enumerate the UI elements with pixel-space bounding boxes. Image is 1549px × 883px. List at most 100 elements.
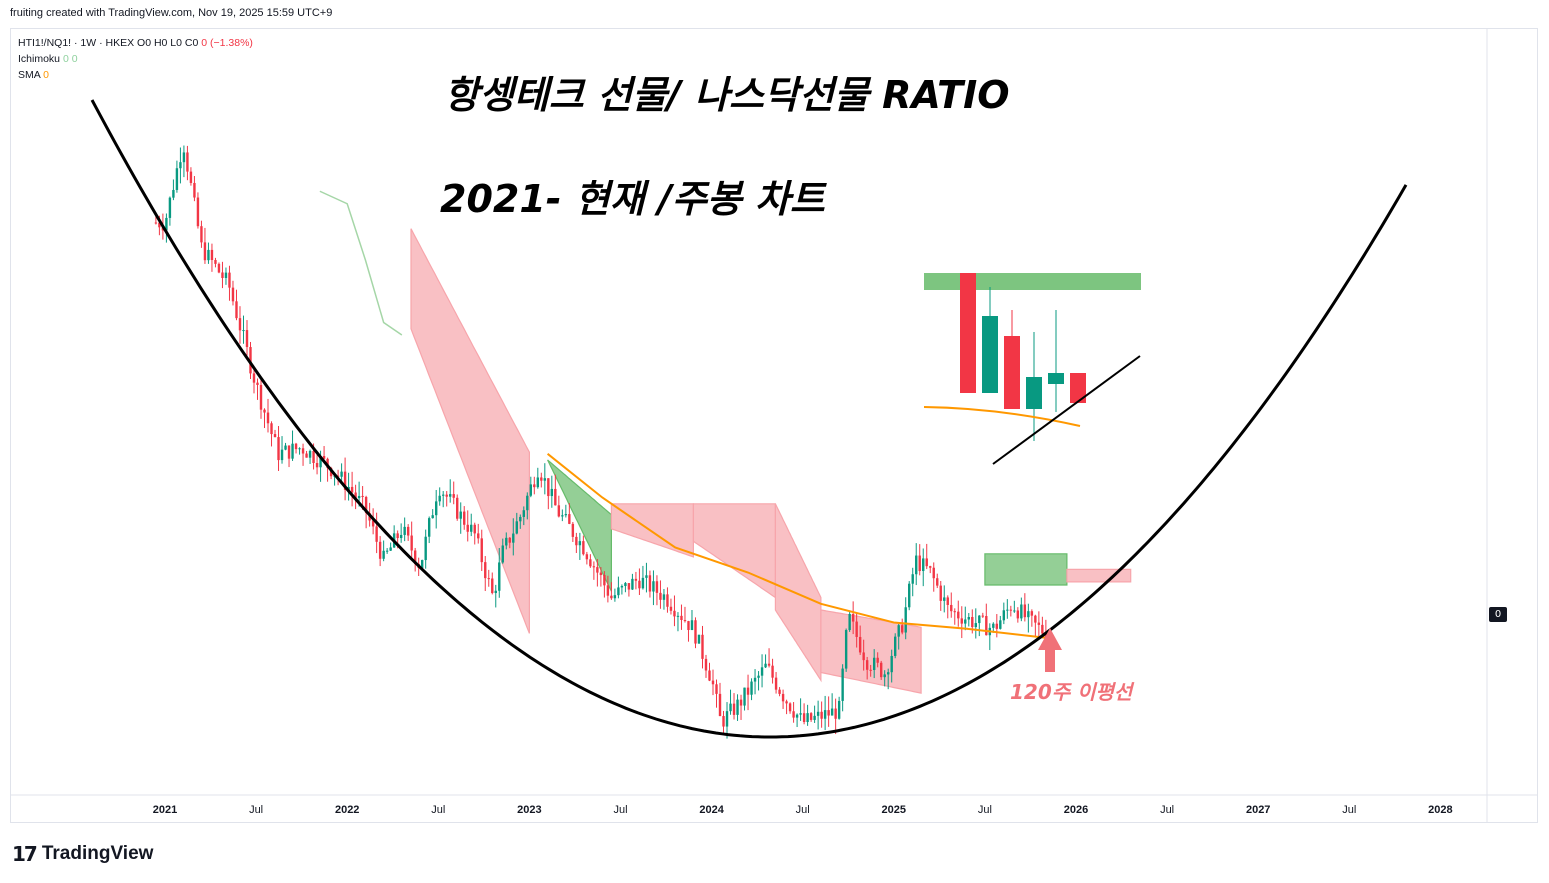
candle-body	[802, 713, 806, 722]
candle-body	[981, 615, 984, 617]
candle-body	[438, 495, 441, 502]
cup-arc	[90, 99, 1408, 739]
candle-body	[771, 665, 774, 678]
candle-body	[361, 495, 364, 497]
cloud-bear-segment	[410, 228, 530, 634]
candle-body	[943, 597, 946, 601]
candle-body	[617, 587, 620, 596]
candle-body	[999, 620, 1002, 629]
candle-body	[561, 515, 564, 517]
candle-body	[389, 547, 392, 551]
candle-body	[1030, 611, 1034, 616]
candle-body	[785, 701, 788, 704]
candle-body	[960, 618, 963, 624]
candle-body	[378, 541, 382, 559]
candle-body	[312, 450, 315, 464]
candle-body	[778, 689, 781, 694]
cloud-bear-segment	[774, 503, 822, 683]
candle-body	[466, 524, 469, 532]
candle-body	[519, 516, 522, 522]
candle-body	[1002, 610, 1006, 621]
candle-body	[722, 716, 725, 727]
x-tick-label: 2024	[699, 804, 724, 816]
candle-body	[1020, 604, 1023, 619]
candle-body	[245, 330, 249, 348]
tradingview-mark-icon: 17	[12, 842, 38, 866]
candle-body	[795, 714, 799, 718]
candle-body	[606, 585, 610, 596]
candle-body	[498, 562, 501, 591]
legend-sma-row[interactable]: SMA 0	[18, 67, 253, 83]
candle-body	[876, 657, 879, 663]
candle-body	[950, 604, 953, 612]
candle-body	[792, 711, 795, 718]
candle-body	[750, 681, 753, 695]
candle-body	[452, 494, 455, 498]
candle-body	[879, 662, 883, 678]
candle-body	[820, 711, 823, 719]
candle-body	[463, 511, 466, 525]
chart-pane[interactable]	[10, 28, 1538, 823]
candle-body	[266, 412, 270, 424]
candle-body	[680, 615, 683, 621]
candle-body	[673, 610, 676, 617]
up-arrow-icon	[1038, 628, 1062, 672]
candle-body	[862, 652, 865, 661]
candle-body	[350, 486, 354, 493]
legend-symbol-row[interactable]: HTI1!/NQ1! · 1W · HKEX O0 H0 L0 C0 0 (−1…	[18, 35, 253, 51]
candle-body	[687, 621, 690, 631]
candle-body	[694, 620, 697, 644]
candle-body	[557, 505, 561, 517]
candle-body	[729, 703, 732, 712]
tradingview-logo[interactable]: 17 TradingView	[12, 842, 153, 866]
candle-body	[445, 494, 448, 497]
x-tick-label: 2021	[153, 804, 177, 816]
candle-body	[578, 541, 582, 546]
candle-body	[172, 189, 175, 198]
candle-body	[901, 625, 904, 633]
candle-body	[210, 249, 214, 260]
candle-body	[582, 541, 585, 555]
x-tick-label: Jul	[1342, 804, 1356, 816]
candle-body	[410, 535, 413, 551]
candle-body	[967, 616, 970, 620]
candle-body	[473, 524, 476, 534]
candle-body	[427, 518, 431, 537]
candle-body	[396, 533, 399, 539]
candle-body	[224, 272, 228, 278]
x-tick-label: Jul	[249, 804, 263, 816]
x-tick-label: Jul	[1160, 804, 1174, 816]
candle-body	[186, 152, 189, 172]
candle-body	[459, 511, 462, 519]
candle-body	[196, 197, 200, 227]
candle-body	[995, 623, 999, 629]
tradingview-wordmark: TradingView	[41, 843, 154, 864]
candle-body	[620, 586, 624, 588]
candle-body	[298, 448, 301, 450]
candle-body	[844, 630, 848, 669]
candle-body	[813, 715, 816, 720]
candle-body	[946, 597, 949, 605]
candle-body	[550, 488, 554, 497]
candle-body	[382, 550, 385, 559]
candle-body	[494, 590, 497, 594]
candle-body	[743, 687, 746, 706]
candle-body	[631, 578, 634, 590]
candle-body	[263, 409, 266, 413]
candle-body	[1023, 604, 1027, 618]
candle-body	[228, 272, 231, 288]
annotation-ma-label: 120주 이평선	[1010, 680, 1133, 704]
candle-body	[357, 495, 361, 499]
legend-sma-name: SMA	[18, 69, 41, 81]
cloud-span-line	[319, 190, 403, 336]
x-tick-label: Jul	[978, 804, 992, 816]
candle-body	[554, 488, 557, 506]
legend-ichimoku-row[interactable]: Ichimoku 0 0	[18, 51, 253, 67]
candle-body	[322, 456, 326, 459]
candle-body	[231, 287, 235, 302]
candle-body	[319, 456, 322, 468]
candle-body	[291, 443, 294, 459]
candle-body	[294, 443, 298, 450]
candle-body	[964, 619, 967, 624]
candle-body	[599, 572, 603, 576]
